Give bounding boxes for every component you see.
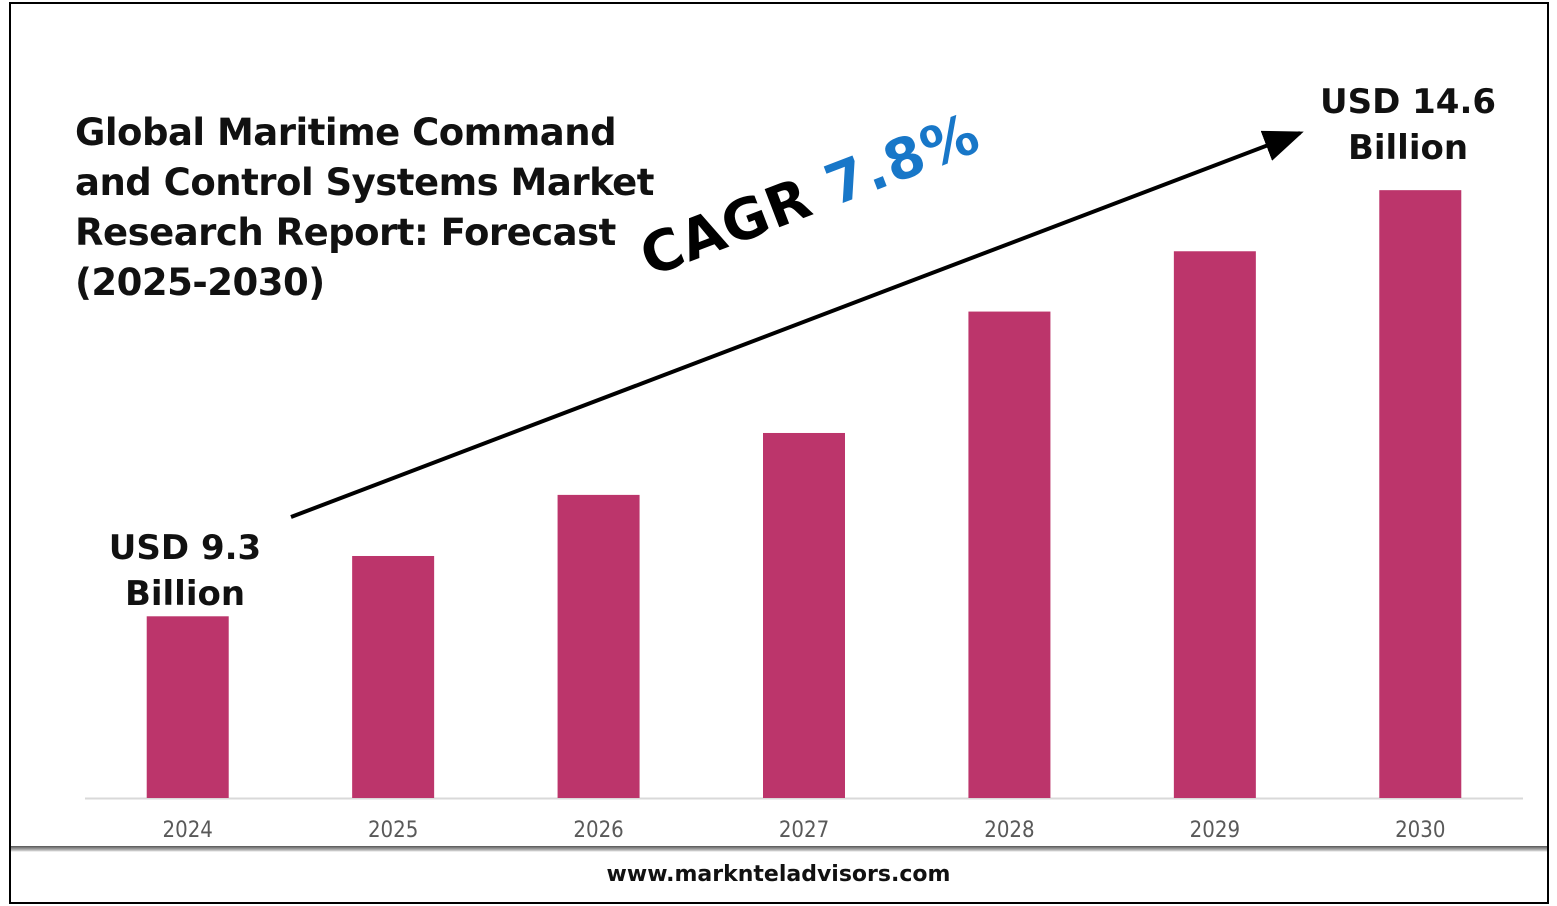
bar-2029 — [1173, 251, 1256, 798]
growth-arrow — [290, 130, 1304, 519]
x-tick-label: 2025 — [368, 818, 418, 843]
chart-frame — [9, 2, 1549, 904]
panel-divider — [11, 846, 1547, 852]
x-tick-label: 2024 — [163, 818, 213, 843]
chart-title: Global Maritime Command and Control Syst… — [75, 111, 654, 304]
x-tick-label: 2029 — [1190, 818, 1240, 843]
x-tick-label: 2026 — [573, 818, 623, 843]
bar-2026 — [557, 494, 640, 798]
end-label-line1: USD 14.6 — [1319, 82, 1497, 122]
start-value-label: USD 9.3 Billion — [95, 525, 275, 617]
start-label-line1: USD 9.3 — [108, 528, 262, 568]
bar-2027 — [763, 432, 845, 798]
footer-website: www.marknteladvisors.com — [606, 862, 951, 887]
bar-2030 — [1379, 190, 1462, 799]
bar-2024 — [146, 616, 229, 798]
end-value-label: USD 14.6 Billion — [1308, 79, 1508, 171]
bar-2028 — [968, 311, 1051, 798]
x-tick-label: 2028 — [984, 818, 1034, 843]
x-tick-label: 2030 — [1395, 818, 1445, 843]
start-label-line2: Billion — [124, 574, 246, 614]
end-label-line2: Billion — [1347, 128, 1469, 168]
bar-2025 — [352, 555, 435, 798]
x-tick-label: 2027 — [779, 818, 829, 843]
